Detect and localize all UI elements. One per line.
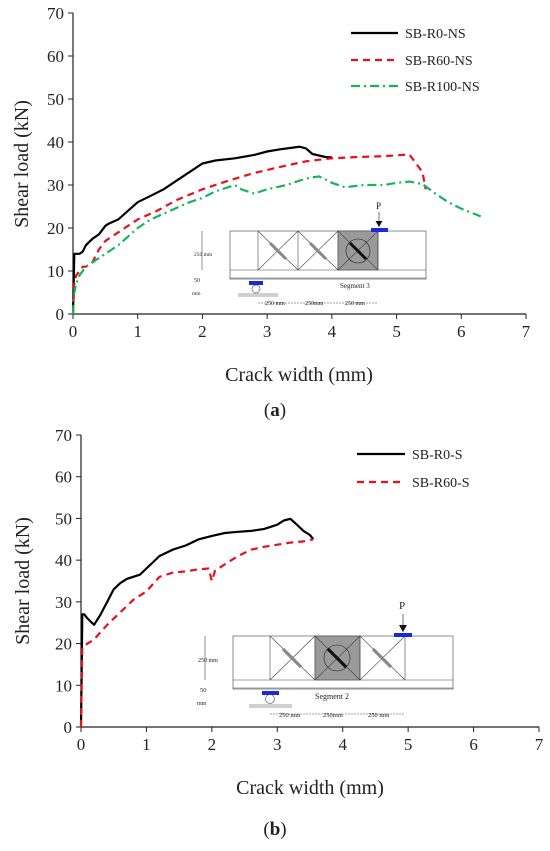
series-line-sb-r0-ns [71, 145, 332, 315]
y-tick-label: 20 [55, 635, 72, 654]
x-tick-label: 6 [457, 322, 466, 341]
beam-outline [229, 230, 427, 280]
dimension-label: 250 mm [345, 301, 365, 307]
x-tick-label: 1 [142, 735, 151, 754]
beam-schematic-inset: P Segment 3 250 mm 50 mm 250 mm 250mm 25… [192, 201, 427, 307]
series-group [79, 517, 315, 728]
dimension-label: 250 mm [198, 658, 218, 664]
dimension-label: 250 mm [194, 252, 213, 258]
x-tick-label: 6 [469, 735, 478, 754]
segment-label: Segment 3 [340, 282, 370, 290]
series-line-sb-r0-s [79, 517, 315, 728]
x-tick-label: 5 [404, 735, 413, 754]
x-tick-label: 1 [133, 322, 142, 341]
x-tick-label: 7 [535, 735, 544, 754]
dimension-label: 250mm [305, 301, 324, 307]
y-tick-label: 70 [47, 4, 64, 23]
x-tick-label: 4 [338, 735, 347, 754]
dimension-label: mm [192, 291, 201, 297]
y-axis-title: Shear load (kN) [12, 517, 34, 645]
support-plate [262, 691, 279, 695]
dimension-label: 250 mm [265, 301, 285, 307]
y-tick-label: 50 [47, 90, 64, 109]
x-axis-title: Crack width (mm) [225, 364, 373, 386]
legend-label: SB-R60-S [412, 476, 470, 491]
y-tick-label: 40 [55, 551, 72, 570]
legend: SB-R0-S SB-R60-S [357, 448, 470, 491]
support-plate [249, 281, 263, 285]
y-tick-label: 0 [64, 718, 73, 737]
x-tick-label: 3 [263, 322, 272, 341]
dimension-label: 250 mm [279, 712, 301, 719]
y-tick-label: 30 [47, 176, 64, 195]
y-tick-label: 10 [55, 676, 72, 695]
series-line-sb-r100-ns [71, 175, 482, 315]
y-tick-label: 40 [47, 133, 64, 152]
y-tick-label: 30 [55, 593, 72, 612]
panel-caption: (a) [264, 400, 286, 421]
legend-label: SB-R0-NS [405, 27, 466, 42]
legend-label: SB-R100-NS [405, 80, 480, 95]
x-tick-label: 7 [522, 322, 531, 341]
series-group [71, 145, 482, 315]
y-tick-label: 50 [55, 509, 72, 528]
y-axis-title: Shear load (kN) [11, 100, 33, 228]
dimension-label: 50 [194, 278, 200, 284]
x-tick-label: 3 [273, 735, 282, 754]
x-axis-title: Crack width (mm) [236, 777, 384, 799]
series-line-sb-r60-ns [71, 153, 427, 315]
x-tick-label: 2 [198, 322, 207, 341]
dimension-label: 250mm [323, 712, 343, 719]
series-line-sb-r60-s [79, 538, 314, 728]
dimension-label: 250 mm [368, 712, 390, 719]
panel-caption: (b) [263, 819, 286, 840]
y-tick-label: 10 [47, 262, 64, 281]
axes [80, 435, 539, 728]
load-plate [371, 228, 388, 232]
legend: SB-R0-NS SB-R60-NS SB-R100-NS [351, 27, 480, 95]
x-tick-label: 2 [208, 735, 217, 754]
y-tick-label: 70 [55, 426, 72, 445]
x-tick-label: 5 [392, 322, 401, 341]
load-label: P [376, 201, 381, 211]
load-label: P [399, 600, 405, 612]
x-tick-label: 4 [328, 322, 337, 341]
y-tick-label: 0 [56, 305, 65, 324]
beam-schematic-inset: P Segment 2 250 mm 50 mm 250 mm 250mm 25… [197, 600, 454, 719]
segment-label: Segment 2 [315, 692, 349, 701]
load-plate [394, 633, 412, 637]
x-tick-label: 0 [77, 735, 86, 754]
legend-label: SB-R60-NS [405, 54, 473, 69]
y-tick-label: 60 [55, 468, 72, 487]
dimension-label: 50 [200, 687, 207, 694]
x-tick-label: 0 [69, 322, 78, 341]
y-tick-label: 20 [47, 219, 64, 238]
legend-label: SB-R0-S [412, 448, 463, 463]
y-tick-label: 60 [47, 47, 64, 66]
dimension-label: mm [197, 701, 207, 707]
